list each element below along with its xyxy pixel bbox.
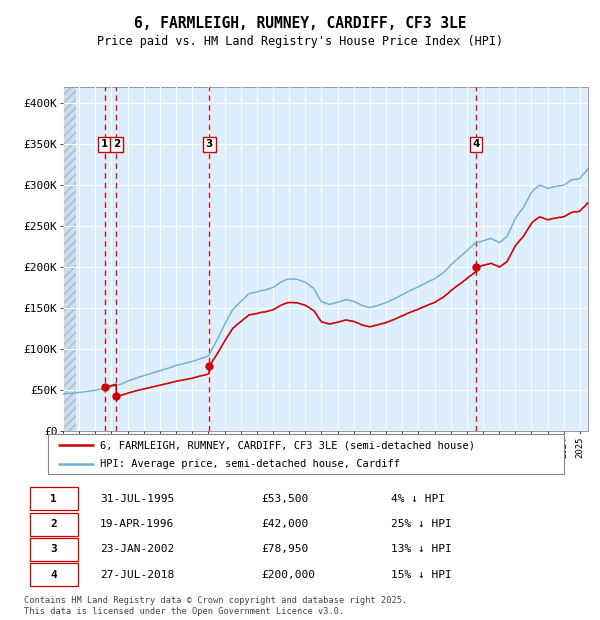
Text: 15% ↓ HPI: 15% ↓ HPI: [391, 570, 451, 580]
Text: Price paid vs. HM Land Registry's House Price Index (HPI): Price paid vs. HM Land Registry's House …: [97, 35, 503, 48]
Text: HPI: Average price, semi-detached house, Cardiff: HPI: Average price, semi-detached house,…: [100, 459, 400, 469]
Text: 4: 4: [50, 570, 57, 580]
Text: 13% ↓ HPI: 13% ↓ HPI: [391, 544, 451, 554]
Text: £53,500: £53,500: [261, 494, 308, 504]
Text: 25% ↓ HPI: 25% ↓ HPI: [391, 519, 451, 529]
FancyBboxPatch shape: [48, 434, 564, 474]
Text: 27-JUL-2018: 27-JUL-2018: [100, 570, 175, 580]
Text: 31-JUL-1995: 31-JUL-1995: [100, 494, 175, 504]
Text: 4% ↓ HPI: 4% ↓ HPI: [391, 494, 445, 504]
Text: 1: 1: [50, 494, 57, 504]
Text: 3: 3: [206, 139, 213, 149]
Text: 6, FARMLEIGH, RUMNEY, CARDIFF, CF3 3LE (semi-detached house): 6, FARMLEIGH, RUMNEY, CARDIFF, CF3 3LE (…: [100, 440, 475, 450]
FancyBboxPatch shape: [29, 513, 77, 536]
Bar: [63, 87, 76, 431]
Text: 2: 2: [50, 519, 57, 529]
FancyBboxPatch shape: [29, 538, 77, 560]
Text: 19-APR-1996: 19-APR-1996: [100, 519, 175, 529]
Text: 1: 1: [101, 139, 109, 149]
Text: £200,000: £200,000: [261, 570, 315, 580]
Text: 4: 4: [472, 139, 480, 149]
Text: 6, FARMLEIGH, RUMNEY, CARDIFF, CF3 3LE: 6, FARMLEIGH, RUMNEY, CARDIFF, CF3 3LE: [134, 16, 466, 31]
Text: £78,950: £78,950: [261, 544, 308, 554]
Text: £42,000: £42,000: [261, 519, 308, 529]
FancyBboxPatch shape: [29, 487, 77, 510]
Text: 3: 3: [50, 544, 57, 554]
Text: Contains HM Land Registry data © Crown copyright and database right 2025.
This d: Contains HM Land Registry data © Crown c…: [24, 596, 407, 616]
Text: 2: 2: [113, 139, 120, 149]
FancyBboxPatch shape: [29, 563, 77, 586]
Text: 23-JAN-2002: 23-JAN-2002: [100, 544, 175, 554]
